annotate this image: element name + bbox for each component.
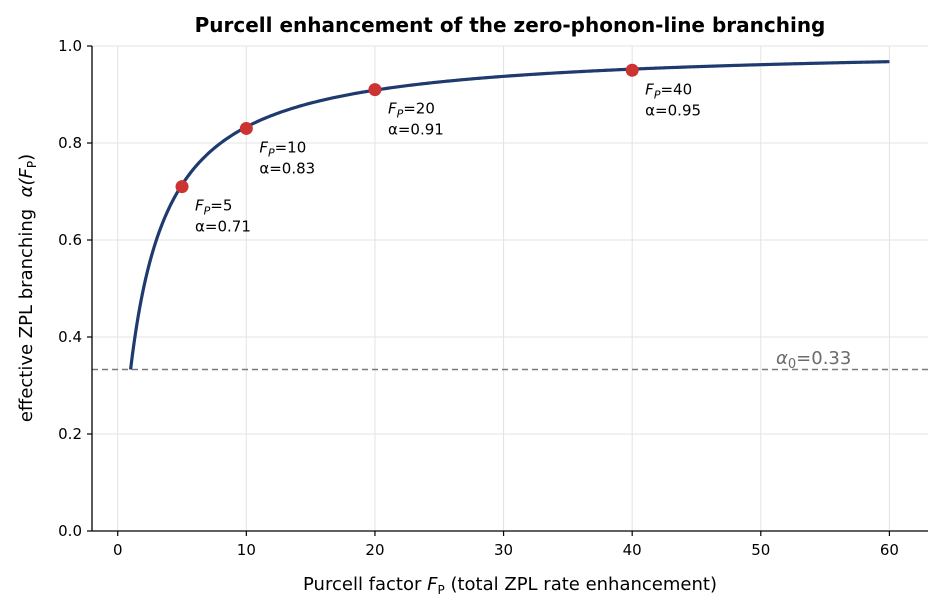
marker-label-fp-value: =5 (210, 197, 232, 215)
reference-line-label: α0=0.33 (776, 348, 851, 372)
marker-label-fp-subscript: P (204, 205, 211, 218)
marker-label-fp: FP=10 (259, 138, 306, 159)
marker-label-fp: FP=40 (645, 80, 692, 101)
x-axis-label: Purcell factor FP (total ZPL rate enhanc… (303, 574, 717, 597)
y-axis-label-symbol: α(F (16, 168, 37, 198)
reference-label-value: =0.33 (796, 348, 851, 369)
y-axis-label-suffix: ) (16, 154, 37, 161)
chart-title: Purcell enhancement of the zero-phonon-l… (195, 13, 826, 37)
x-axis-label-suffix: (total ZPL rate enhancement) (445, 574, 717, 595)
y-tick-label: 0.0 (58, 522, 82, 540)
reference-label-subscript: 0 (788, 357, 796, 372)
data-point-marker (368, 83, 382, 97)
x-tick-label: 30 (494, 541, 513, 559)
x-axis-label-subscript: P (437, 583, 444, 597)
marker-label-fp: FP=20 (388, 100, 435, 121)
x-tick-label: 50 (751, 541, 770, 559)
y-tick-label: 0.6 (58, 231, 82, 249)
x-tick-label: 0 (113, 541, 123, 559)
y-tick-label: 0.2 (58, 425, 82, 443)
marker-label-fp-symbol: F (388, 100, 397, 118)
x-tick-label: 20 (365, 541, 384, 559)
tick-layer: 0 10 20 30 40 50 60 0.0 0.2 0.4 0.6 0.8 1.0 (58, 37, 899, 559)
y-axis-label: effective ZPL branching α(FP) (16, 154, 39, 422)
x-tick-label: 40 (623, 541, 642, 559)
marker-label-fp-symbol: F (259, 138, 268, 156)
grid-layer (92, 45, 928, 532)
marker-label-alpha: α=0.91 (388, 121, 444, 139)
y-tick-label: 0.4 (58, 328, 82, 346)
marker-label-alpha: α=0.95 (645, 101, 701, 119)
marker-layer: FP=5α=0.71FP=10α=0.83FP=20α=0.91FP=40α=0… (175, 63, 701, 236)
data-point-marker (625, 63, 639, 77)
y-axis-label-subscript: P (25, 161, 39, 168)
x-tick-label: 60 (880, 541, 899, 559)
curve-layer (128, 60, 890, 370)
marker-label-alpha: α=0.71 (195, 218, 251, 236)
reference-label-symbol: α (776, 348, 788, 369)
data-point-marker (175, 180, 189, 194)
marker-label-fp-value: =10 (275, 138, 307, 156)
marker-label-fp-symbol: F (195, 197, 204, 215)
alpha-curve (128, 60, 890, 370)
marker-label-fp-subscript: P (654, 88, 661, 101)
marker-label-fp-value: =20 (403, 100, 435, 118)
marker-label-fp-value: =40 (660, 80, 692, 98)
y-tick-label: 1.0 (58, 37, 82, 55)
marker-label-alpha: α=0.83 (259, 159, 315, 177)
y-axis-label-prefix: effective ZPL branching (16, 197, 37, 422)
data-point-marker (239, 121, 253, 135)
marker-label-fp: FP=5 (195, 197, 232, 218)
x-tick-label: 10 (237, 541, 256, 559)
label-layer: Purcell enhancement of the zero-phonon-l… (16, 13, 851, 597)
y-tick-label: 0.8 (58, 134, 82, 152)
spine-layer (91, 46, 928, 532)
x-axis-label-prefix: Purcell factor (303, 574, 427, 595)
x-axis-label-symbol: F (427, 574, 438, 595)
marker-label-fp-subscript: P (268, 146, 275, 159)
marker-label-fp-symbol: F (645, 80, 654, 98)
marker-label-fp-subscript: P (397, 108, 404, 121)
